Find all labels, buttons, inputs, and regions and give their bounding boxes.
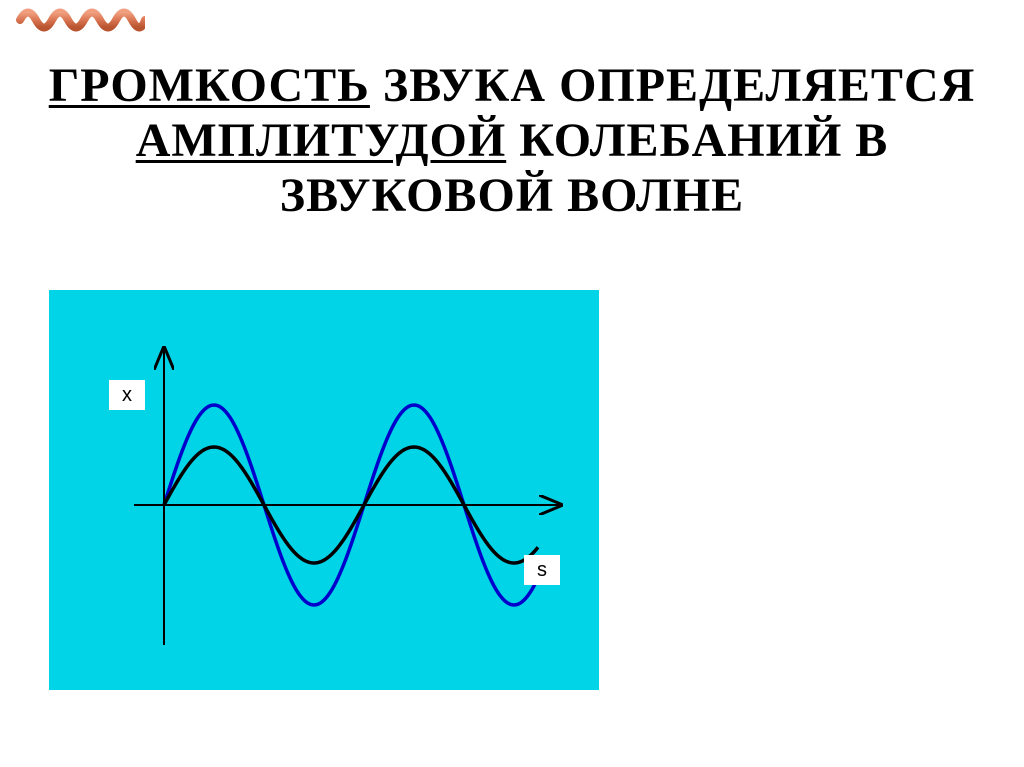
- amplitude-chart: x s: [49, 290, 599, 690]
- y-axis-label: x: [109, 380, 145, 410]
- title-underline-1: ГРОМКОСТЬ: [49, 59, 370, 112]
- title-line-3: ЗВУКОВОЙ ВОЛНЕ: [0, 168, 1024, 223]
- title-underline-2: АМПЛИТУДОЙ: [136, 114, 507, 167]
- title-line-1: ГРОМКОСТЬ ЗВУКА ОПРЕДЕЛЯЕТСЯ: [0, 58, 1024, 113]
- title-line-2: АМПЛИТУДОЙ КОЛЕБАНИЙ В: [0, 113, 1024, 168]
- wave-logo-svg: [15, 5, 145, 35]
- title-line1-rest: ЗВУКА ОПРЕДЕЛЯЕТСЯ: [370, 59, 975, 112]
- chart-svg: [49, 290, 599, 690]
- page-title: ГРОМКОСТЬ ЗВУКА ОПРЕДЕЛЯЕТСЯ АМПЛИТУДОЙ …: [0, 58, 1024, 224]
- title-line2-rest: КОЛЕБАНИЙ В: [506, 114, 888, 167]
- x-axis-label: s: [524, 555, 560, 585]
- wave-logo: [15, 5, 145, 35]
